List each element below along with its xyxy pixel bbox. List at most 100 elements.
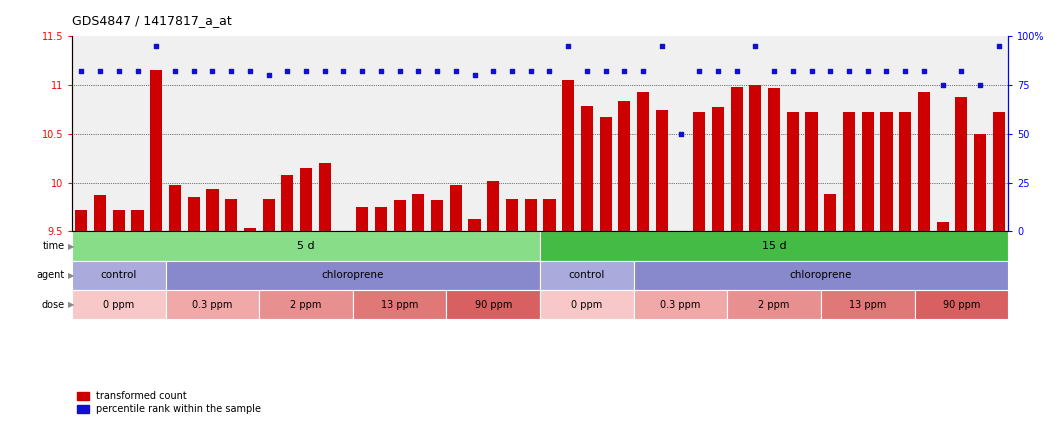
Point: [241, 68, 258, 74]
Bar: [168, 185, 181, 231]
Bar: [468, 219, 481, 231]
Point: [185, 68, 202, 74]
Point: [785, 68, 802, 74]
Point: [822, 68, 839, 74]
Point: [841, 68, 858, 74]
Bar: [580, 106, 593, 231]
Bar: [375, 207, 387, 231]
Point: [222, 68, 239, 74]
Bar: [207, 190, 218, 231]
Point: [634, 68, 651, 74]
Bar: [694, 112, 705, 231]
Point: [971, 82, 988, 88]
Point: [766, 68, 783, 74]
Point: [953, 68, 970, 74]
Bar: [300, 168, 312, 231]
Bar: [633, 290, 728, 319]
Point: [653, 42, 670, 49]
Bar: [319, 163, 330, 231]
Point: [541, 68, 558, 74]
Point: [298, 68, 315, 74]
Bar: [712, 107, 724, 231]
Text: 2 ppm: 2 ppm: [758, 300, 790, 310]
Text: 13 ppm: 13 ppm: [849, 300, 886, 310]
Bar: [72, 261, 165, 290]
Bar: [974, 134, 986, 231]
Bar: [824, 194, 837, 231]
Legend: transformed count, percentile rank within the sample: transformed count, percentile rank withi…: [77, 391, 262, 414]
Text: 13 ppm: 13 ppm: [381, 300, 418, 310]
Point: [261, 71, 277, 78]
Bar: [450, 185, 462, 231]
Bar: [94, 195, 106, 231]
Bar: [524, 199, 537, 231]
Text: 0.3 ppm: 0.3 ppm: [193, 300, 233, 310]
Point: [803, 68, 820, 74]
Point: [429, 68, 446, 74]
Bar: [821, 290, 915, 319]
Bar: [918, 92, 930, 231]
Bar: [540, 290, 633, 319]
Bar: [72, 290, 165, 319]
Bar: [540, 231, 1008, 261]
Point: [317, 68, 334, 74]
Point: [447, 68, 464, 74]
Point: [485, 68, 502, 74]
Text: 0.3 ppm: 0.3 ppm: [661, 300, 701, 310]
Point: [990, 42, 1007, 49]
Point: [597, 68, 614, 74]
Text: 0 ppm: 0 ppm: [571, 300, 603, 310]
Point: [279, 68, 295, 74]
Text: 15 d: 15 d: [761, 241, 787, 251]
Bar: [394, 200, 406, 231]
Point: [690, 68, 707, 74]
Point: [747, 42, 764, 49]
Point: [616, 68, 633, 74]
Bar: [633, 261, 1008, 290]
Point: [934, 82, 951, 88]
Bar: [131, 210, 144, 231]
Bar: [731, 87, 742, 231]
Bar: [936, 222, 949, 231]
Text: ▶: ▶: [68, 271, 74, 280]
Text: GDS4847 / 1417817_a_at: GDS4847 / 1417817_a_at: [72, 14, 232, 27]
Text: 5 d: 5 d: [298, 241, 315, 251]
Point: [204, 68, 221, 74]
Bar: [728, 290, 821, 319]
Point: [129, 68, 146, 74]
Text: 90 ppm: 90 ppm: [943, 300, 980, 310]
Bar: [636, 92, 649, 231]
Bar: [187, 197, 200, 231]
Bar: [768, 88, 780, 231]
Bar: [915, 290, 1008, 319]
Bar: [259, 290, 353, 319]
Point: [710, 68, 726, 74]
Text: ▶: ▶: [68, 300, 74, 309]
Bar: [353, 290, 447, 319]
Bar: [540, 261, 633, 290]
Bar: [487, 181, 500, 231]
Bar: [562, 80, 574, 231]
Bar: [165, 261, 540, 290]
Point: [859, 68, 876, 74]
Bar: [263, 199, 274, 231]
Point: [92, 68, 109, 74]
Bar: [75, 210, 88, 231]
Point: [522, 68, 539, 74]
Bar: [618, 102, 630, 231]
Text: 2 ppm: 2 ppm: [290, 300, 322, 310]
Bar: [750, 85, 761, 231]
Bar: [862, 112, 874, 231]
Point: [391, 68, 408, 74]
Bar: [843, 112, 855, 231]
Point: [560, 42, 577, 49]
Text: chloroprene: chloroprene: [322, 270, 384, 280]
Point: [354, 68, 371, 74]
Bar: [244, 228, 256, 231]
Point: [672, 130, 689, 137]
Bar: [72, 231, 540, 261]
Point: [410, 68, 427, 74]
Bar: [226, 199, 237, 231]
Bar: [599, 117, 612, 231]
Bar: [992, 112, 1005, 231]
